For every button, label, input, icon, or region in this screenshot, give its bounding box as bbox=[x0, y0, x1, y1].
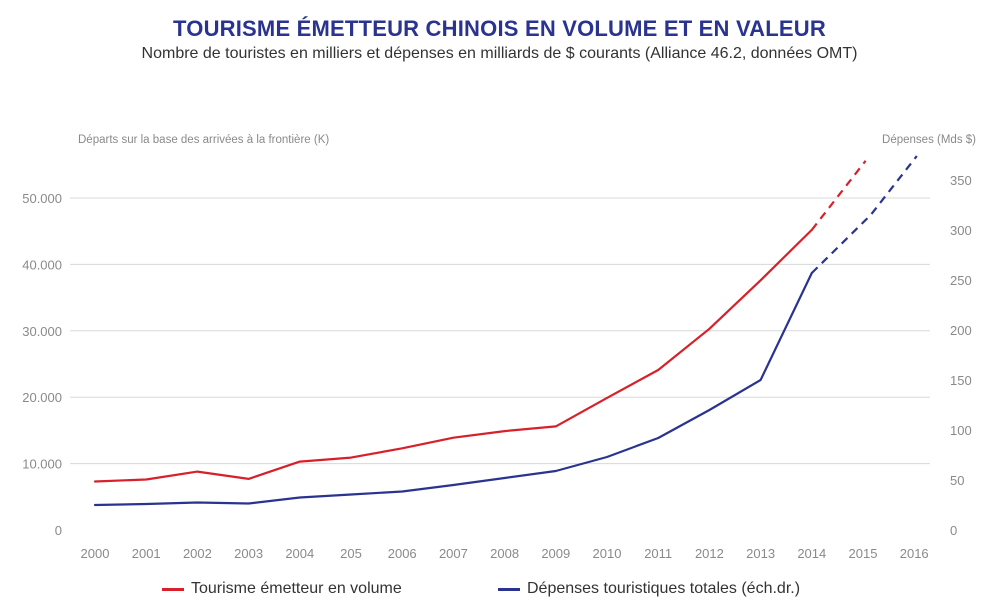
chart-subtitle: Nombre de touristes en milliers et dépen… bbox=[141, 45, 858, 62]
y-left-axis-title: Départs sur la base des arrivées à la fr… bbox=[78, 134, 329, 146]
line-chart: 0 10.000 20.000 30.000 40.000 50.000 0 50 100 150… bbox=[22, 134, 976, 561]
legend-label-volume: Tourisme émetteur en volume bbox=[191, 580, 402, 597]
y-left-tick-label: 50.000 bbox=[22, 191, 62, 206]
y-right-tick-label: 150 bbox=[950, 373, 972, 388]
legend: Tourisme émetteur en volume Dépenses tou… bbox=[0, 580, 999, 604]
y-left-tick-label: 0 bbox=[55, 523, 62, 538]
legend-item-volume: Tourisme émetteur en volume bbox=[162, 580, 402, 598]
y-right-tick-label: 350 bbox=[950, 173, 972, 188]
legend-swatch-volume bbox=[162, 587, 184, 591]
x-tick-label: 2015 bbox=[849, 546, 878, 561]
series-line-depenses bbox=[93, 271, 813, 507]
y-right-tick-label: 200 bbox=[950, 323, 972, 338]
legend-swatch-depenses bbox=[498, 587, 520, 591]
x-tick-label: 2009 bbox=[541, 546, 570, 561]
x-tick-label: 2006 bbox=[388, 546, 417, 561]
x-tick-label: 2010 bbox=[593, 546, 622, 561]
x-tick-label: 205 bbox=[340, 546, 362, 561]
legend-label-depenses: Dépenses touristiques totales (éch.dr.) bbox=[527, 580, 801, 597]
x-tick-label: 2001 bbox=[132, 546, 161, 561]
x-tick-label: 2002 bbox=[183, 546, 212, 561]
x-tick-label: 2013 bbox=[746, 546, 775, 561]
x-tick-label: 2007 bbox=[439, 546, 468, 561]
y-right-axis-title: Dépenses (Mds $) bbox=[882, 134, 976, 146]
x-tick-label: 2012 bbox=[695, 546, 724, 561]
y-right-tick-label: 100 bbox=[950, 423, 972, 438]
y-left-tick-label: 30.000 bbox=[22, 324, 62, 339]
x-tick-label: 2008 bbox=[490, 546, 519, 561]
chart-title: TOURISME ÉMETTEUR CHINOIS EN VOLUME ET E… bbox=[173, 16, 826, 41]
x-tick-label: 2016 bbox=[900, 546, 929, 561]
y-left-tick-label: 10.000 bbox=[22, 457, 62, 472]
x-tick-label: 2011 bbox=[644, 546, 672, 561]
y-right-tick-label: 250 bbox=[950, 273, 972, 288]
x-tick-label: 2003 bbox=[234, 546, 263, 561]
legend-item-depenses: Dépenses touristiques totales (éch.dr.) bbox=[498, 580, 800, 598]
series-projection-depenses bbox=[811, 155, 918, 274]
series-line-volume bbox=[93, 228, 813, 483]
series-projection-volume bbox=[810, 160, 867, 231]
y-left-tick-label: 40.000 bbox=[22, 257, 62, 272]
y-right-tick-label: 300 bbox=[950, 223, 972, 238]
y-right-tick-label: 50 bbox=[950, 473, 964, 488]
y-left-tick-label: 20.000 bbox=[22, 390, 62, 405]
x-tick-label: 2014 bbox=[797, 546, 826, 561]
x-tick-label: 2004 bbox=[285, 546, 314, 561]
x-tick-label: 2000 bbox=[81, 546, 110, 561]
y-right-tick-label: 0 bbox=[950, 523, 957, 538]
